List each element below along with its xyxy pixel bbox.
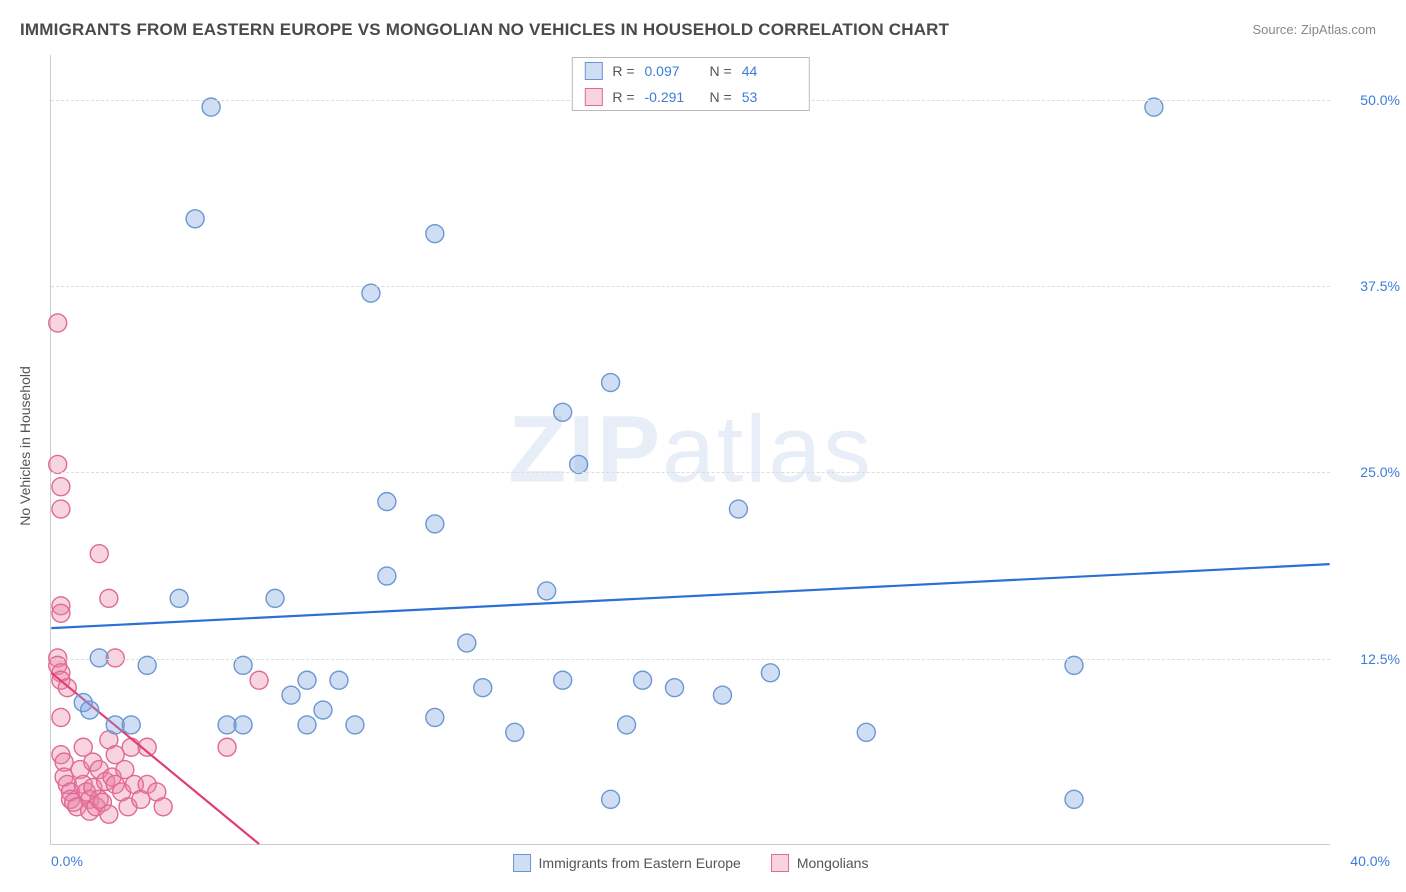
data-point <box>81 701 99 719</box>
data-point <box>506 723 524 741</box>
legend-r-value-2: -0.291 <box>645 89 700 105</box>
data-point <box>266 589 284 607</box>
data-point <box>426 225 444 243</box>
data-point <box>90 545 108 563</box>
regression-line <box>51 564 1329 628</box>
data-point <box>538 582 556 600</box>
data-point <box>426 515 444 533</box>
data-point <box>378 493 396 511</box>
legend-r-label: R = <box>612 89 634 105</box>
source-name: ZipAtlas.com <box>1301 22 1376 37</box>
data-point <box>426 708 444 726</box>
legend-swatch-series-2 <box>771 854 789 872</box>
data-point <box>602 790 620 808</box>
data-point <box>458 634 476 652</box>
data-point <box>100 805 118 823</box>
legend-series-2-label: Mongolians <box>797 855 869 871</box>
legend-n-label: N = <box>710 63 732 79</box>
y-tick-label: 12.5% <box>1360 651 1400 667</box>
data-point <box>346 716 364 734</box>
data-point <box>122 716 140 734</box>
data-point <box>554 671 572 689</box>
data-point <box>857 723 875 741</box>
data-point <box>314 701 332 719</box>
data-point <box>49 455 67 473</box>
data-point <box>1145 98 1163 116</box>
data-point <box>52 708 70 726</box>
legend-r-value-1: 0.097 <box>645 63 700 79</box>
data-point <box>154 798 172 816</box>
scatter-svg <box>51 55 1330 844</box>
y-tick-label: 37.5% <box>1360 278 1400 294</box>
y-axis-label: No Vehicles in Household <box>17 366 33 526</box>
data-point <box>202 98 220 116</box>
data-point <box>52 478 70 496</box>
y-tick-label: 50.0% <box>1360 92 1400 108</box>
chart-plot-area: ZIPatlas R = 0.097 N = 44 R = -0.291 N =… <box>50 55 1330 845</box>
data-point <box>298 716 316 734</box>
source-attribution: Source: ZipAtlas.com <box>1252 22 1376 37</box>
data-point <box>250 671 268 689</box>
data-point <box>52 604 70 622</box>
data-point <box>666 679 684 697</box>
legend-swatch-series-2 <box>584 88 602 106</box>
data-point <box>713 686 731 704</box>
data-point <box>761 664 779 682</box>
legend-bottom-item-1: Immigrants from Eastern Europe <box>513 854 741 872</box>
data-point <box>330 671 348 689</box>
gridline <box>51 286 1330 287</box>
gridline <box>51 659 1330 660</box>
data-point <box>554 403 572 421</box>
legend-n-label: N = <box>710 89 732 105</box>
legend-swatch-series-1 <box>513 854 531 872</box>
legend-series-1-label: Immigrants from Eastern Europe <box>539 855 741 871</box>
chart-title: IMMIGRANTS FROM EASTERN EUROPE VS MONGOL… <box>20 20 949 40</box>
data-point <box>729 500 747 518</box>
data-point <box>618 716 636 734</box>
legend-top: R = 0.097 N = 44 R = -0.291 N = 53 <box>571 57 809 111</box>
legend-bottom-item-2: Mongolians <box>771 854 869 872</box>
data-point <box>378 567 396 585</box>
x-tick-left: 0.0% <box>51 853 83 869</box>
data-point <box>218 738 236 756</box>
legend-bottom: Immigrants from Eastern Europe Mongolian… <box>513 854 869 872</box>
data-point <box>234 716 252 734</box>
gridline <box>51 472 1330 473</box>
legend-r-label: R = <box>612 63 634 79</box>
data-point <box>282 686 300 704</box>
data-point <box>634 671 652 689</box>
data-point <box>570 455 588 473</box>
data-point <box>298 671 316 689</box>
data-point <box>49 314 67 332</box>
data-point <box>1065 790 1083 808</box>
legend-swatch-series-1 <box>584 62 602 80</box>
legend-top-row-1: R = 0.097 N = 44 <box>572 58 808 84</box>
data-point <box>170 589 188 607</box>
legend-n-value-2: 53 <box>742 89 797 105</box>
y-tick-label: 25.0% <box>1360 464 1400 480</box>
data-point <box>474 679 492 697</box>
data-point <box>52 500 70 518</box>
legend-n-value-1: 44 <box>742 63 797 79</box>
data-point <box>186 210 204 228</box>
source-prefix: Source: <box>1252 22 1300 37</box>
data-point <box>100 589 118 607</box>
data-point <box>602 374 620 392</box>
legend-top-row-2: R = -0.291 N = 53 <box>572 84 808 110</box>
x-tick-right: 40.0% <box>1350 853 1390 869</box>
